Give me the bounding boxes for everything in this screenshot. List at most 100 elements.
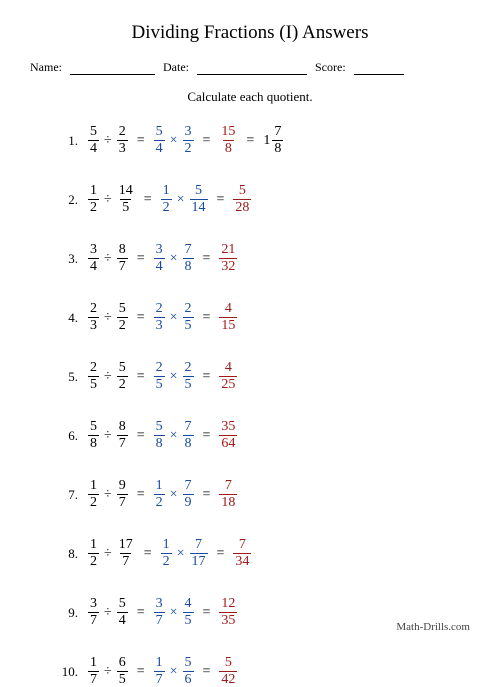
equals: =	[203, 428, 211, 444]
denominator: 5	[88, 376, 99, 392]
numerator: 3	[88, 243, 99, 258]
fraction: 37	[154, 597, 165, 628]
denominator: 5	[117, 671, 128, 687]
divide-op: ÷	[104, 487, 112, 503]
denominator: 18	[219, 494, 237, 510]
denominator: 8	[154, 435, 165, 451]
fraction: 37	[88, 597, 99, 628]
problem-number: 4.	[54, 310, 78, 326]
denominator: 5	[183, 612, 194, 628]
fraction: 528	[233, 184, 251, 215]
numerator: 1	[88, 184, 99, 199]
denominator: 4	[154, 140, 165, 156]
denominator: 2	[161, 199, 172, 215]
numerator: 7	[223, 479, 234, 494]
numerator: 1	[88, 656, 99, 671]
numerator: 2	[183, 361, 194, 376]
denominator: 2	[183, 140, 194, 156]
equals: =	[203, 605, 211, 621]
step-multiply: 25×25	[154, 361, 194, 392]
step-multiply: 34×78	[154, 243, 194, 274]
numerator: 14	[117, 184, 135, 199]
fraction: 23	[117, 125, 128, 156]
fraction: 78	[183, 420, 194, 451]
equals: =	[246, 133, 254, 149]
denominator: 5	[154, 376, 165, 392]
denominator: 5	[183, 317, 194, 333]
denominator: 5	[183, 376, 194, 392]
fraction: 78	[183, 243, 194, 274]
denominator: 2	[117, 317, 128, 333]
problem-row: 3.34÷87=34×78=2132	[54, 243, 470, 274]
equals: =	[203, 251, 211, 267]
numerator: 8	[117, 420, 128, 435]
fraction: 542	[219, 656, 237, 687]
name-label: Name:	[30, 60, 62, 75]
equals: =	[137, 605, 145, 621]
denominator: 64	[219, 435, 237, 451]
numerator: 1	[161, 184, 172, 199]
fraction: 12	[88, 538, 99, 569]
numerator: 6	[117, 656, 128, 671]
problem-row: 1.54÷23=54×32=158=178	[54, 125, 470, 156]
numerator: 1	[88, 479, 99, 494]
numerator: 5	[183, 656, 194, 671]
problem-number: 1.	[54, 133, 78, 149]
divide-op: ÷	[104, 664, 112, 680]
numerator: 1	[88, 538, 99, 553]
denominator: 2	[117, 376, 128, 392]
numerator: 7	[237, 538, 248, 553]
denominator: 7	[88, 671, 99, 687]
denominator: 7	[117, 435, 128, 451]
equals: =	[137, 251, 145, 267]
numerator: 7	[183, 420, 194, 435]
multiply-op: ×	[177, 192, 185, 207]
equals: =	[203, 369, 211, 385]
numerator: 2	[154, 361, 165, 376]
numerator: 7	[193, 538, 204, 553]
numerator: 2	[183, 302, 194, 317]
divide-op: ÷	[104, 133, 112, 149]
fraction: 56	[183, 656, 194, 687]
multiply-op: ×	[170, 664, 178, 679]
fraction: 25	[183, 302, 194, 333]
numerator: 9	[117, 479, 128, 494]
equals: =	[217, 192, 225, 208]
fraction: 65	[117, 656, 128, 687]
problem-number: 10.	[54, 664, 78, 680]
product: 528	[233, 184, 251, 215]
numerator: 7	[183, 479, 194, 494]
meta-row: Name: Date: Score:	[30, 60, 470, 75]
numerator: 3	[183, 125, 194, 140]
product: 1235	[219, 597, 237, 628]
multiply-op: ×	[170, 310, 178, 325]
fraction: 1235	[219, 597, 237, 628]
product: 542	[219, 656, 237, 687]
fraction: 52	[117, 361, 128, 392]
problem-row: 2.12÷145=12×514=528	[54, 184, 470, 215]
numerator: 3	[154, 597, 165, 612]
denominator: 9	[183, 494, 194, 510]
problem-number: 3.	[54, 251, 78, 267]
denominator: 2	[154, 494, 165, 510]
denominator: 8	[183, 258, 194, 274]
numerator: 5	[117, 597, 128, 612]
instruction: Calculate each quotient.	[30, 89, 470, 105]
numerator: 2	[88, 361, 99, 376]
denominator: 35	[219, 612, 237, 628]
denominator: 32	[219, 258, 237, 274]
divide-op: ÷	[104, 369, 112, 385]
problem-number: 5.	[54, 369, 78, 385]
numerator: 2	[88, 302, 99, 317]
problem-row: 4.23÷52=23×25=415	[54, 302, 470, 333]
fraction: 17	[88, 656, 99, 687]
fraction: 25	[88, 361, 99, 392]
numerator: 3	[154, 243, 165, 258]
numerator: 1	[154, 479, 165, 494]
denominator: 17	[190, 553, 208, 569]
fraction: 415	[219, 302, 237, 333]
denominator: 2	[88, 494, 99, 510]
fraction: 32	[183, 125, 194, 156]
numerator: 2	[117, 125, 128, 140]
score-line	[354, 74, 404, 75]
